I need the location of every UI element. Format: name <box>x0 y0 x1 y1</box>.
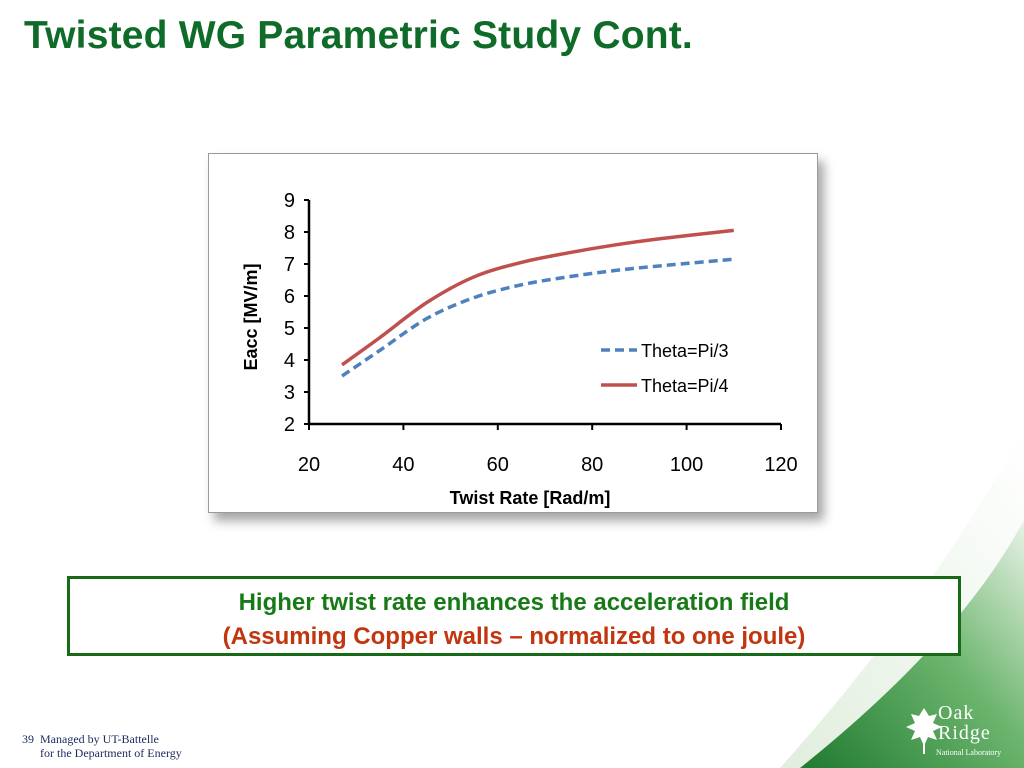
callout-close-paren: ) <box>797 623 806 650</box>
callout-headline: Higher twist rate enhances the accelerat… <box>238 589 790 616</box>
y-tick-label: 8 <box>284 222 295 244</box>
page-number: 39 <box>22 732 34 746</box>
x-tick-label: 80 <box>581 454 603 476</box>
legend-label-2: Theta=Pi/4 <box>641 376 729 396</box>
y-tick-label: 3 <box>284 382 295 404</box>
callout-note-text: Assuming Copper walls – normalized to on… <box>230 623 798 650</box>
series-line-1 <box>341 257 734 378</box>
y-tick-label: 2 <box>284 414 295 436</box>
slide-title: Twisted WG Parametric Study Cont. <box>24 14 693 57</box>
logo-oak: Oak <box>938 702 975 724</box>
series-line-2 <box>341 228 734 367</box>
logo-ridge: Ridge <box>938 722 991 744</box>
x-axis-label: Twist Rate [Rad/m] <box>450 488 611 508</box>
chart-frame: 2 3 4 5 6 7 8 9 20 40 60 80 100 120 Twist Rate [Rad/m]… <box>208 153 818 513</box>
y-tick-label: 9 <box>284 190 295 212</box>
footer-line2: for the Department of Energy <box>40 746 182 760</box>
y-axis-label: Eacc [MV/m] <box>241 263 261 370</box>
ornl-logo: Oak Ridge National Laboratory <box>900 700 1018 762</box>
callout-open-paren: ( <box>222 623 231 650</box>
footer-line1: Managed by UT-Battelle <box>40 732 159 746</box>
x-tick-label: 40 <box>392 454 414 476</box>
x-tick-label: 100 <box>670 454 703 476</box>
y-tick-label: 6 <box>284 286 295 308</box>
y-tick-label: 4 <box>284 350 295 372</box>
callout-box: Higher twist rate enhances the accelerat… <box>67 576 961 656</box>
y-tick-label: 7 <box>284 254 295 276</box>
x-tick-label: 120 <box>764 454 797 476</box>
x-tick-label: 20 <box>298 454 320 476</box>
y-tick-label: 5 <box>284 318 295 340</box>
callout-note: (Assuming Copper walls – normalized to o… <box>70 623 958 651</box>
footer: 39 Managed by UT-Battelle for the Departm… <box>22 732 182 760</box>
oak-leaf-icon <box>906 708 942 754</box>
logo-national-lab: National Laboratory <box>936 748 1002 757</box>
line-chart: 2 3 4 5 6 7 8 9 20 40 60 80 100 120 Twist Rate [Rad/m]… <box>241 190 798 508</box>
legend-label-1: Theta=Pi/3 <box>641 341 729 361</box>
x-tick-label: 60 <box>487 454 509 476</box>
